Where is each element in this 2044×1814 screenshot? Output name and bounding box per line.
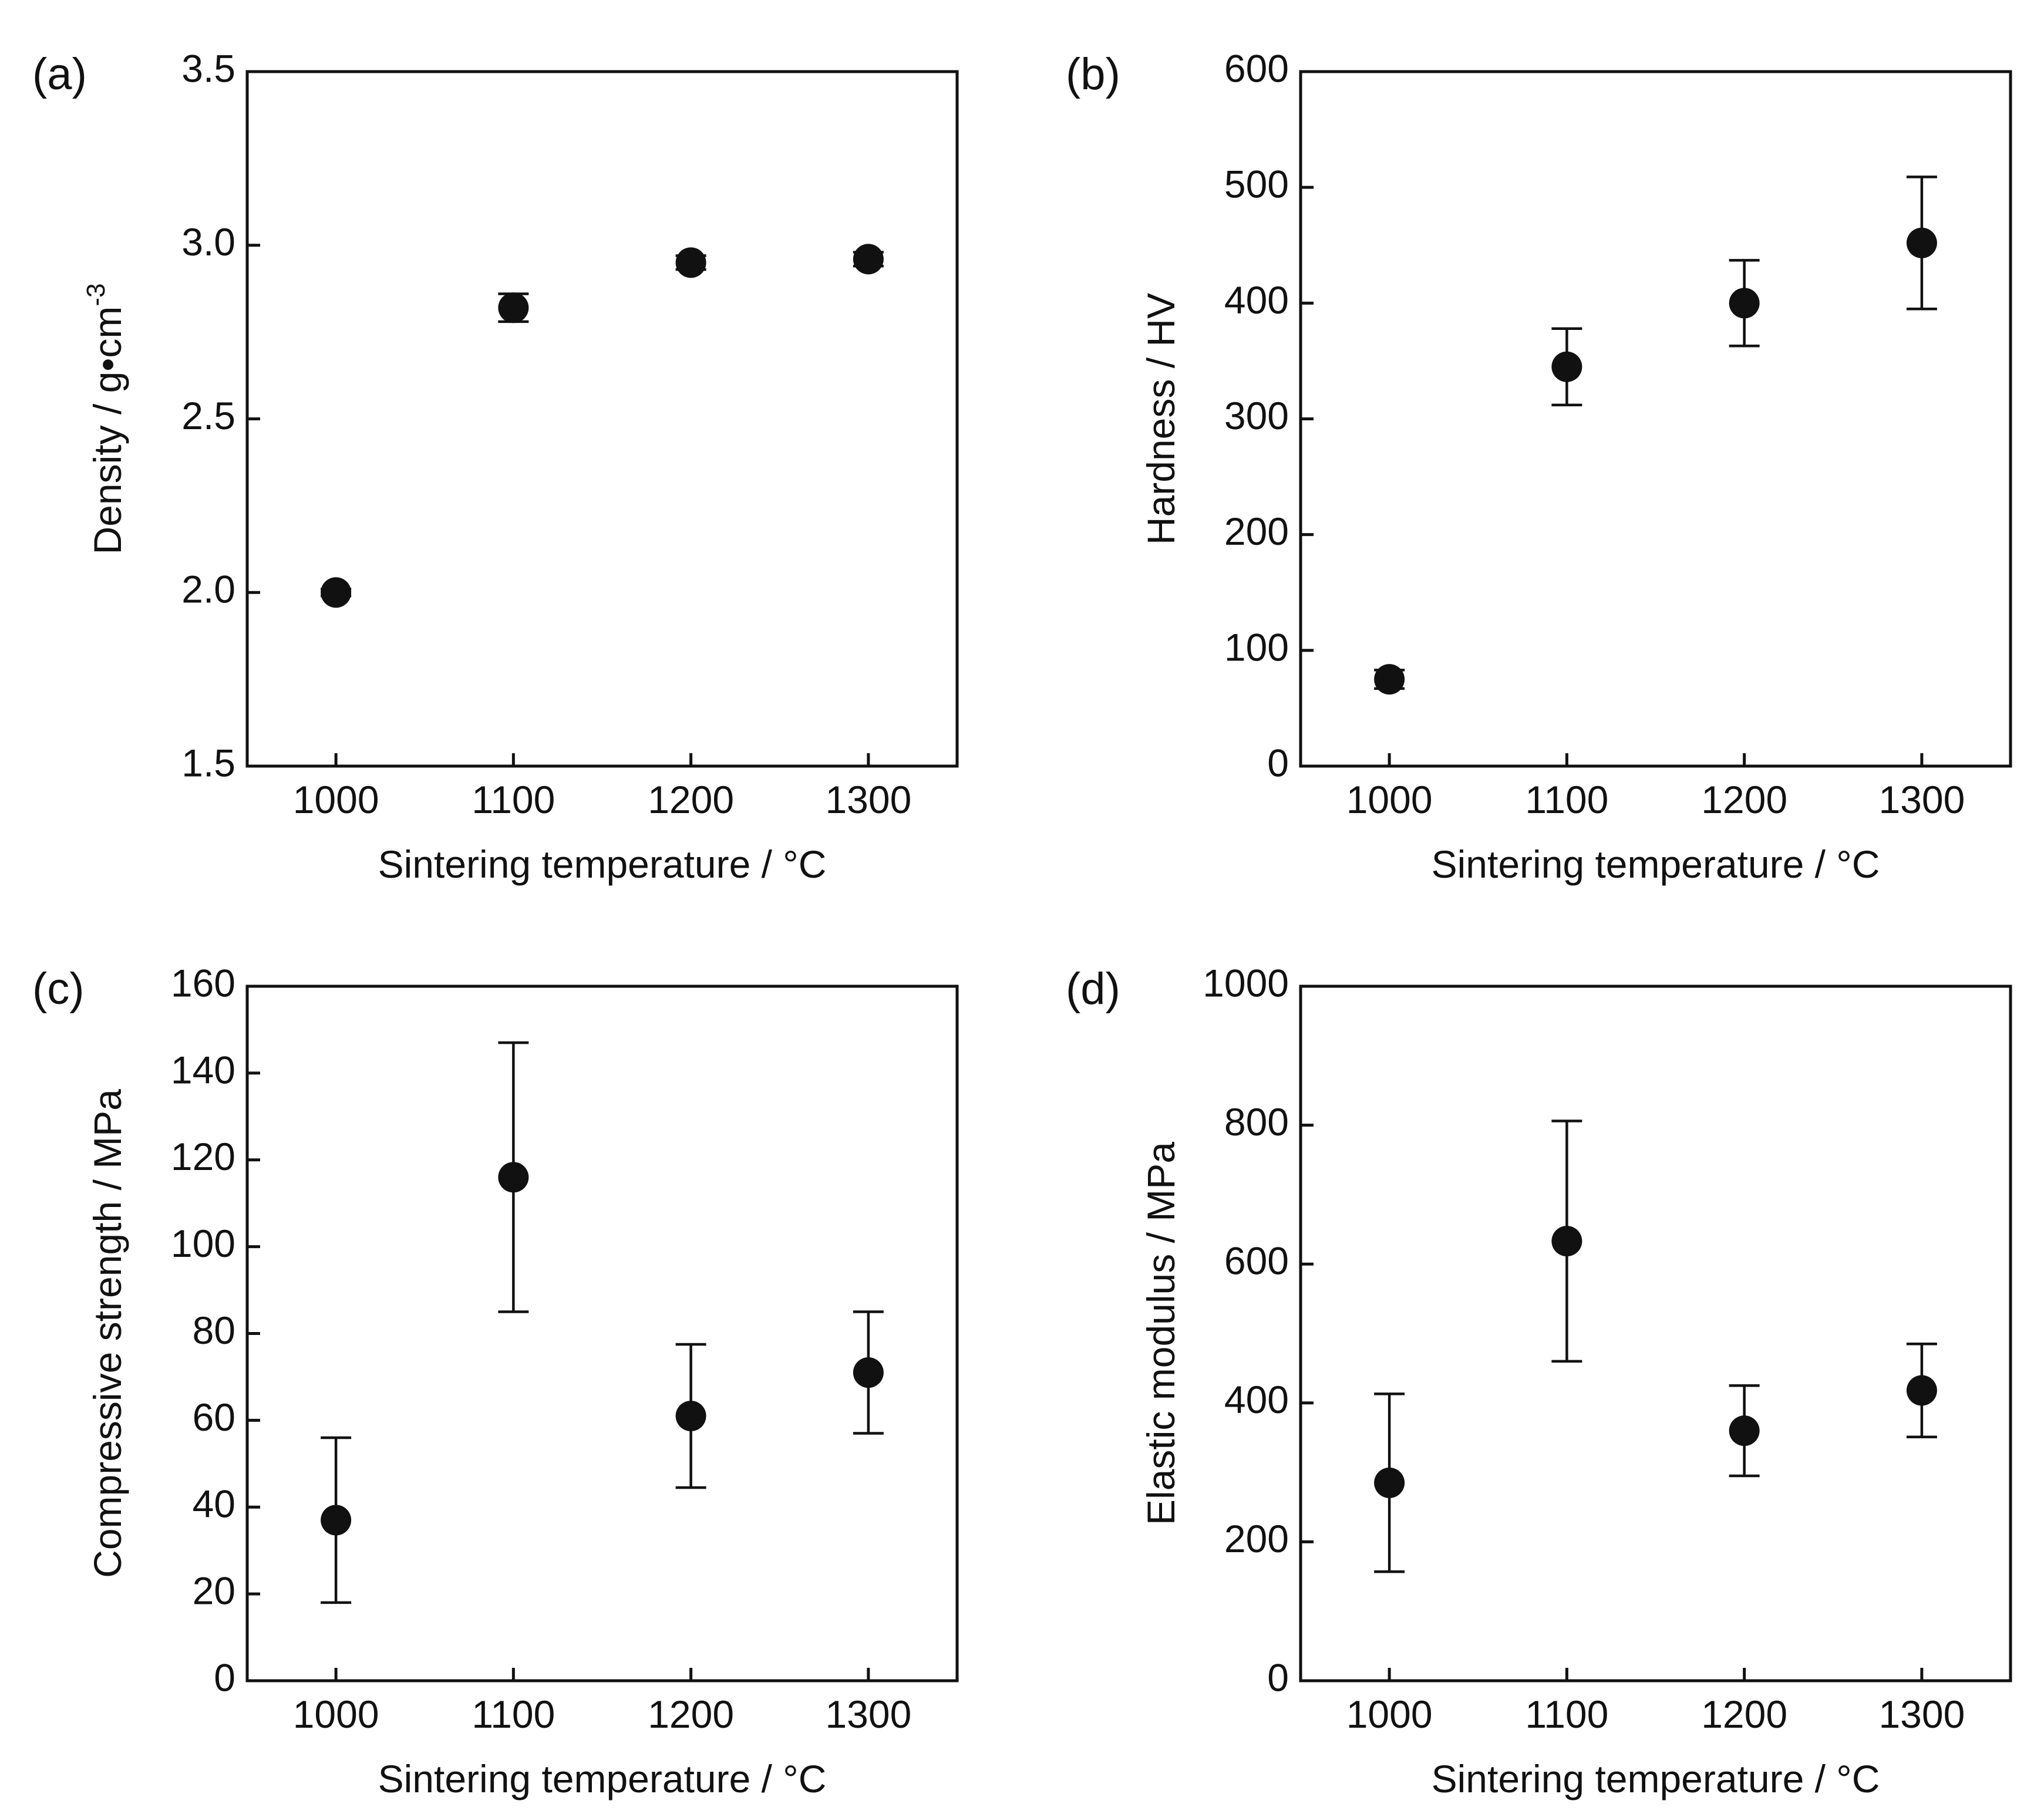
x-tick-label: 1000 [293,1692,379,1736]
x-axis-label: Sintering temperature / °C [1432,1757,1880,1800]
x-tick-label: 1100 [472,778,555,821]
x-tick-label: 1100 [472,1692,555,1736]
x-tick-label: 1300 [825,778,911,821]
data-point [1729,288,1760,319]
y-tick-label: 100 [1224,625,1289,669]
x-tick-label: 1200 [1701,1692,1787,1736]
y-tick-label: 400 [1224,278,1289,322]
data-point [1551,351,1582,382]
y-axis-label-superscript: -3 [82,283,110,306]
x-tick-label: 1300 [1878,778,1965,821]
y-tick-label: 40 [193,1482,235,1526]
x-tick-label: 1200 [1701,778,1787,821]
panel-a: (a) 1000 1100 1200 1300 1.5 2.0 2.5 3.0 3.5 Sinter… [32,46,959,886]
y-tick-label: 300 [1224,394,1289,437]
data-point [1374,1467,1405,1498]
y-tick-label: 500 [1224,163,1289,206]
y-tick-label: 800 [1224,1100,1289,1144]
data-point [1906,1375,1937,1406]
y-tick-label: 3.5 [181,46,235,90]
y-axis-label: Density / g•cm-3 [82,283,129,554]
y-tick-label: 140 [171,1048,235,1091]
x-tick-label: 1100 [1525,778,1608,821]
panel-d: (d) 1000 1100 1200 1300 0 200 400 600 800 1000 Sint… [1066,961,2012,1800]
x-tick-label: 1100 [1525,1692,1608,1736]
y-tick-label: 200 [1224,1517,1289,1560]
panel-c: (c) 1000 1100 1200 1300 0 20 40 60 80 100 120 140 160… [32,961,959,1800]
x-axis-label: Sintering temperature / °C [1432,842,1880,886]
y-tick-label: 100 [171,1222,235,1265]
y-tick-label: 20 [193,1569,235,1613]
y-tick-label: 3.0 [181,220,235,264]
data-point [498,1162,529,1193]
y-tick-label: 1000 [1203,961,1289,1004]
y-tick-label: 2.5 [181,394,235,437]
x-tick-label: 1200 [648,778,734,821]
y-axis-label-text: Hardness / HV [1139,293,1183,545]
y-axis-label: Compressive strength / MPa [86,1089,129,1578]
data-point [675,247,706,278]
x-tick-label: 1000 [1346,778,1433,821]
y-axis-label-text: Elastic modulus / MPa [1139,1142,1183,1525]
data-point [1551,1226,1582,1257]
plot-frame [1299,70,2012,768]
x-axis-label: Sintering temperature / °C [378,842,827,886]
x-tick-label: 1000 [1346,1692,1433,1736]
data-point [498,292,529,323]
y-tick-label: 400 [1224,1378,1289,1421]
data-point [321,1505,352,1536]
y-tick-label: 0 [1267,741,1289,784]
y-tick-label: 160 [171,961,235,1004]
y-axis-label: Elastic modulus / MPa [1139,1142,1183,1525]
panel-label: (a) [32,49,87,99]
y-tick-label: 120 [171,1135,235,1178]
x-axis-label: Sintering temperature / °C [378,1757,827,1800]
plot-frame [245,70,959,768]
data-point [675,1400,706,1431]
data-point [321,577,352,608]
x-tick-label: 1200 [648,1692,734,1736]
y-axis-label: Hardness / HV [1139,293,1183,545]
data-point [1729,1415,1760,1447]
y-tick-label: 600 [1224,1239,1289,1283]
panel-label: (c) [32,964,85,1014]
y-axis-label-text: Density / g•cm [86,306,129,555]
y-tick-label: 1.5 [181,741,235,784]
y-tick-label: 0 [214,1655,235,1699]
x-tick-label: 1000 [293,778,379,821]
plot-frame [1299,984,2012,1682]
data-point [853,244,884,275]
data-point [853,1357,884,1388]
y-tick-label: 80 [193,1309,235,1352]
y-tick-label: 200 [1224,510,1289,553]
y-axis-label-text: Compressive strength / MPa [86,1089,129,1578]
data-point [1374,664,1405,695]
data-point [1906,227,1937,258]
y-tick-label: 2.0 [181,568,235,611]
y-tick-label: 60 [193,1395,235,1439]
panel-label: (d) [1066,964,1120,1014]
panel-b: (b) 1000 1100 1200 1300 0 100 200 300 400 500 600 Si… [1066,46,2012,886]
plot-frame [245,984,959,1682]
x-tick-label: 1300 [825,1692,911,1736]
y-tick-label: 600 [1224,46,1289,90]
panel-label: (b) [1066,49,1120,99]
y-tick-label: 0 [1267,1655,1289,1699]
x-tick-label: 1300 [1878,1692,1965,1736]
